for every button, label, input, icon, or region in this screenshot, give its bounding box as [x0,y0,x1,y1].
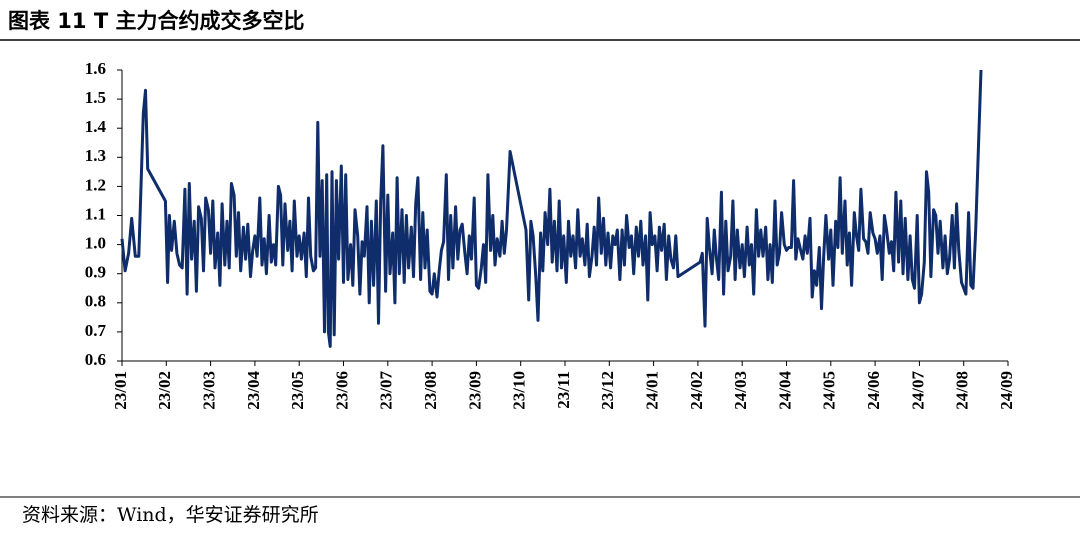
x-tick-label: 23/11 [554,371,573,409]
x-tick-label: 24/05 [820,371,839,410]
x-tick-label: 24/09 [997,371,1016,410]
y-tick-label: 0.7 [85,321,107,340]
x-tick-label: 23/06 [332,371,351,410]
source: 资料来源：Wind，华安证券研究所 [22,504,319,526]
x-tick-label: 23/02 [155,371,174,410]
y-tick-label: 0.9 [85,263,106,282]
x-tick-label: 24/07 [908,371,927,410]
y-tick-label: 0.6 [85,350,106,369]
x-tick-label: 23/04 [244,371,263,410]
y-tick-label: 1.1 [85,204,106,223]
y-tick-label: 1.3 [85,146,106,165]
series-line [120,69,983,348]
x-tick-label: 23/03 [200,371,219,410]
x-tick-label: 24/03 [731,371,750,410]
y-tick-label: 1.6 [85,59,106,78]
x-tick-label: 23/12 [598,371,617,410]
x-tick-label: 23/07 [377,371,396,410]
y-tick-label: 1.0 [85,234,106,253]
chart-title: 图表 11 T 主力合约成交多空比 [8,9,304,33]
x-tick-label: 23/10 [510,371,529,410]
x-tick-label: 24/02 [687,371,706,410]
x-tick-label: 24/06 [864,371,883,410]
x-tick-label: 24/08 [953,371,972,410]
x-tick-label: 24/04 [775,371,794,410]
x-tick-label: 23/05 [288,371,307,410]
y-tick-label: 1.5 [85,88,106,107]
y-tick-label: 0.8 [85,292,106,311]
x-tick-label: 23/08 [421,371,440,410]
x-tick-label: 23/09 [465,371,484,410]
x-tick-label: 23/01 [111,371,130,410]
y-tick-label: 1.4 [85,117,107,136]
y-tick-label: 1.2 [85,175,106,194]
x-tick-label: 24/01 [643,371,662,410]
